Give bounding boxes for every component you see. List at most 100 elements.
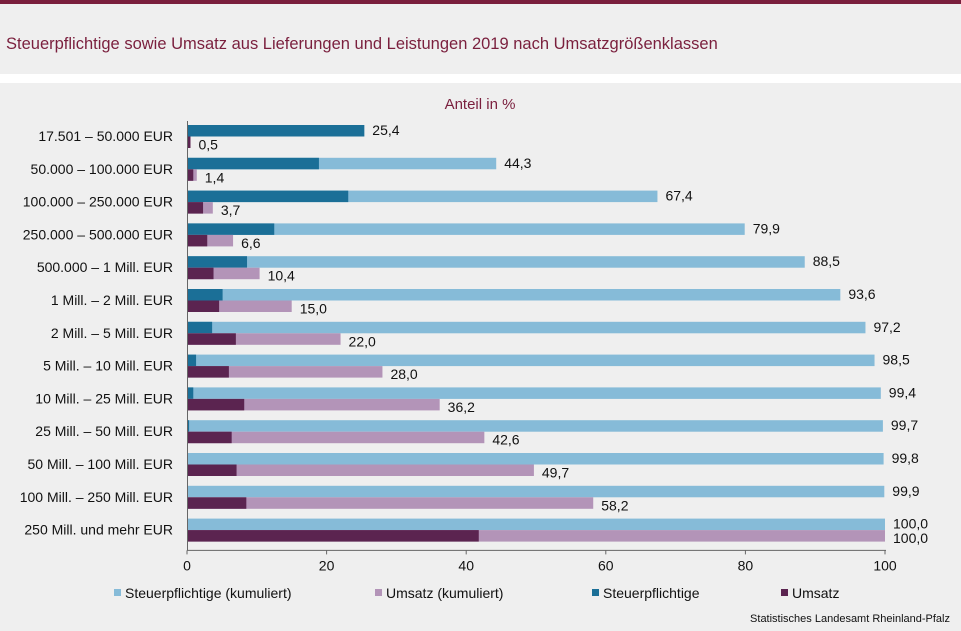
bar-umsatz-kumuliert	[187, 431, 485, 444]
bar-steuerpflichtige-kumuliert	[187, 256, 805, 268]
x-tick-label: 20	[319, 557, 335, 573]
bar-steuerpflichtige	[187, 125, 365, 137]
category-label: 250.000 – 500.000 EUR	[23, 226, 173, 242]
bar-umsatz	[187, 497, 247, 509]
data-label-steuerpflichtige-kumuliert: 98,5	[883, 352, 910, 368]
header: Steuerpflichtige sowie Umsatz aus Liefer…	[0, 4, 961, 74]
data-label-umsatz-kumuliert: 3,7	[221, 202, 241, 218]
bar-steuerpflichtige-kumuliert	[187, 190, 658, 203]
category-label: 1 Mill. – 2 Mill. EUR	[51, 292, 173, 308]
category-label: 25 Mill. – 50 Mill. EUR	[35, 423, 173, 439]
bar-steuerpflichtige	[187, 321, 213, 334]
bar-steuerpflichtige	[187, 387, 194, 399]
bar-umsatz	[187, 169, 194, 181]
bar-umsatz	[187, 530, 479, 542]
bar-steuerpflichtige	[187, 420, 190, 432]
category-label: 500.000 – 1 Mill. EUR	[37, 259, 173, 275]
data-label-umsatz-kumuliert: 36,2	[448, 399, 475, 415]
x-tick-label: 0	[183, 557, 191, 573]
bar-umsatz-kumuliert	[187, 300, 292, 312]
bar-steuerpflichtige	[187, 354, 197, 367]
data-label-umsatz-kumuliert: 1,4	[205, 169, 225, 185]
data-label-umsatz-kumuliert: 100,0	[893, 530, 928, 546]
bar-steuerpflichtige-kumuliert	[187, 453, 884, 465]
bar-steuerpflichtige-kumuliert	[187, 223, 745, 235]
bar-umsatz-kumuliert	[187, 497, 594, 509]
top-accent-bar	[0, 0, 961, 4]
data-label-steuerpflichtige-kumuliert: 93,6	[848, 286, 875, 302]
bar-chart: Anteil in % 17.501 – 50.000 EUR 25,4 0,5 50.…	[20, 96, 929, 601]
legend-swatch	[375, 589, 382, 596]
category-label: 2 Mill. – 5 Mill. EUR	[51, 325, 173, 341]
bar-umsatz	[187, 136, 191, 148]
data-label-umsatz-kumuliert: 22,0	[349, 333, 376, 349]
data-label-umsatz-kumuliert: 58,2	[601, 497, 628, 513]
x-tick-label: 40	[458, 557, 474, 573]
legend-label: Steuerpflichtige	[603, 585, 700, 601]
legend-label: Umsatz (kumuliert)	[386, 585, 503, 601]
legend-swatch	[114, 589, 121, 596]
bar-umsatz-kumuliert	[187, 464, 534, 476]
bar-steuerpflichtige	[187, 190, 349, 203]
category-label: 100 Mill. – 250 Mill. EUR	[20, 489, 173, 505]
bar-steuerpflichtige-kumuliert	[187, 485, 885, 498]
bar-umsatz	[187, 300, 220, 312]
data-label-umsatz-kumuliert: 28,0	[390, 366, 417, 382]
bar-umsatz-kumuliert	[187, 366, 383, 378]
data-label-steuerpflichtige-kumuliert: 100,0	[893, 516, 928, 532]
category-label: 50.000 – 100.000 EUR	[31, 161, 173, 177]
data-label-steuerpflichtige-kumuliert: 44,3	[504, 155, 531, 171]
x-tick-label: 80	[738, 557, 754, 573]
bar-steuerpflichtige-kumuliert	[187, 289, 841, 301]
bar-umsatz	[187, 431, 232, 444]
bar-steuerpflichtige-kumuliert	[187, 354, 875, 367]
bar-umsatz-kumuliert	[187, 530, 885, 542]
legend-label: Umsatz	[792, 585, 839, 601]
x-tick-label: 100	[873, 557, 897, 573]
bar-umsatz-kumuliert	[187, 267, 260, 280]
x-tick-label: 60	[598, 557, 614, 573]
bar-steuerpflichtige-kumuliert	[187, 387, 881, 399]
data-label-steuerpflichtige-kumuliert: 79,9	[753, 220, 780, 236]
data-label-steuerpflichtige-kumuliert: 99,8	[892, 450, 919, 466]
category-label: 5 Mill. – 10 Mill. EUR	[43, 358, 173, 374]
data-label-steuerpflichtige-kumuliert: 67,4	[665, 188, 692, 204]
data-label-umsatz-kumuliert: 49,7	[542, 465, 569, 481]
data-label-umsatz-kumuliert: 10,4	[268, 268, 295, 284]
category-label: 100.000 – 250.000 EUR	[23, 194, 173, 210]
legend-swatch	[781, 589, 788, 596]
data-label-umsatz-kumuliert: 42,6	[492, 432, 519, 448]
category-label: 10 Mill. – 25 Mill. EUR	[35, 390, 173, 406]
bar-steuerpflichtige	[187, 256, 248, 268]
bar-umsatz	[187, 398, 245, 411]
bar-steuerpflichtige-kumuliert	[187, 157, 497, 170]
bar-umsatz	[187, 202, 204, 214]
chart-subtitle: Anteil in %	[445, 96, 516, 113]
chart-panel: Anteil in % 17.501 – 50.000 EUR 25,4 0,5 50.…	[0, 83, 961, 631]
category-label: 50 Mill. – 100 Mill. EUR	[28, 456, 174, 472]
legend-swatch	[592, 589, 599, 596]
bar-steuerpflichtige	[187, 157, 319, 170]
legend-label: Steuerpflichtige (kumuliert)	[125, 585, 292, 601]
category-label: 250 Mill. und mehr EUR	[24, 522, 173, 538]
data-label-steuerpflichtige-kumuliert: 99,9	[892, 483, 919, 499]
separator	[0, 74, 961, 83]
bar-steuerpflichtige	[187, 223, 275, 235]
bar-umsatz-kumuliert	[187, 234, 234, 247]
bar-steuerpflichtige	[187, 289, 223, 301]
data-label-steuerpflichtige-kumuliert: 25,4	[372, 122, 399, 138]
category-label: 17.501 – 50.000 EUR	[38, 128, 173, 144]
data-label-steuerpflichtige-kumuliert: 88,5	[813, 253, 840, 269]
data-label-umsatz-kumuliert: 15,0	[300, 301, 327, 317]
data-label-steuerpflichtige-kumuliert: 97,2	[873, 319, 900, 335]
bar-umsatz	[187, 464, 237, 476]
bar-umsatz	[187, 267, 214, 280]
bar-umsatz	[187, 366, 229, 378]
bar-steuerpflichtige-kumuliert	[187, 518, 885, 531]
data-label-steuerpflichtige-kumuliert: 99,7	[891, 417, 918, 433]
bar-umsatz-kumuliert	[187, 333, 341, 345]
data-label-umsatz-kumuliert: 6,6	[241, 235, 261, 251]
bar-umsatz-kumuliert	[187, 398, 440, 411]
bar-steuerpflichtige-kumuliert	[187, 420, 883, 432]
data-label-steuerpflichtige-kumuliert: 99,4	[889, 384, 916, 400]
